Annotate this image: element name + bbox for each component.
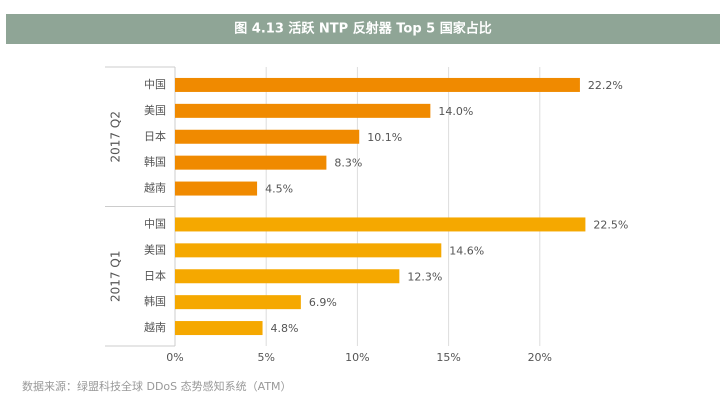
- category-label: 韩国: [144, 294, 166, 308]
- category-label: 美国: [144, 243, 166, 256]
- x-tick-label: 15%: [436, 351, 460, 364]
- bar: [175, 269, 400, 284]
- category-label: 美国: [144, 104, 166, 117]
- bar: [175, 129, 360, 144]
- bar: [175, 217, 586, 232]
- x-tick-label: 0%: [166, 351, 183, 364]
- bar: [175, 243, 442, 258]
- category-label: 中国: [144, 78, 166, 91]
- category-label: 日本: [144, 268, 166, 282]
- value-label: 12.3%: [407, 270, 442, 283]
- value-label: 14.0%: [438, 105, 473, 118]
- category-label: 日本: [144, 129, 166, 143]
- value-label: 10.1%: [367, 131, 402, 144]
- chart-title: 图 4.13 活跃 NTP 反射器 Top 5 国家占比: [234, 21, 491, 37]
- group-label: 2017 Q2: [109, 111, 123, 162]
- source-note: 数据来源：绿盟科技全球 DDoS 态势感知系统（ATM）: [22, 379, 292, 393]
- bar: [175, 77, 580, 92]
- x-tick-label: 20%: [528, 351, 552, 364]
- x-tick-label: 10%: [345, 351, 369, 364]
- x-tick-label: 5%: [257, 351, 274, 364]
- title-banner: [6, 14, 720, 44]
- category-label: 越南: [144, 320, 166, 334]
- category-label: 韩国: [144, 155, 166, 169]
- value-label: 4.8%: [271, 322, 299, 335]
- bar: [175, 155, 327, 170]
- value-label: 14.6%: [449, 244, 484, 257]
- category-label: 越南: [144, 181, 166, 195]
- value-label: 6.9%: [309, 296, 337, 309]
- group-label: 2017 Q1: [109, 251, 123, 302]
- bar: [175, 321, 263, 336]
- value-label: 8.3%: [334, 157, 362, 170]
- bar: [175, 295, 301, 310]
- bar: [175, 103, 431, 118]
- value-label: 22.5%: [593, 218, 628, 231]
- value-label: 22.2%: [588, 79, 623, 92]
- bar: [175, 181, 258, 196]
- value-label: 4.5%: [265, 183, 293, 196]
- category-label: 中国: [144, 217, 166, 230]
